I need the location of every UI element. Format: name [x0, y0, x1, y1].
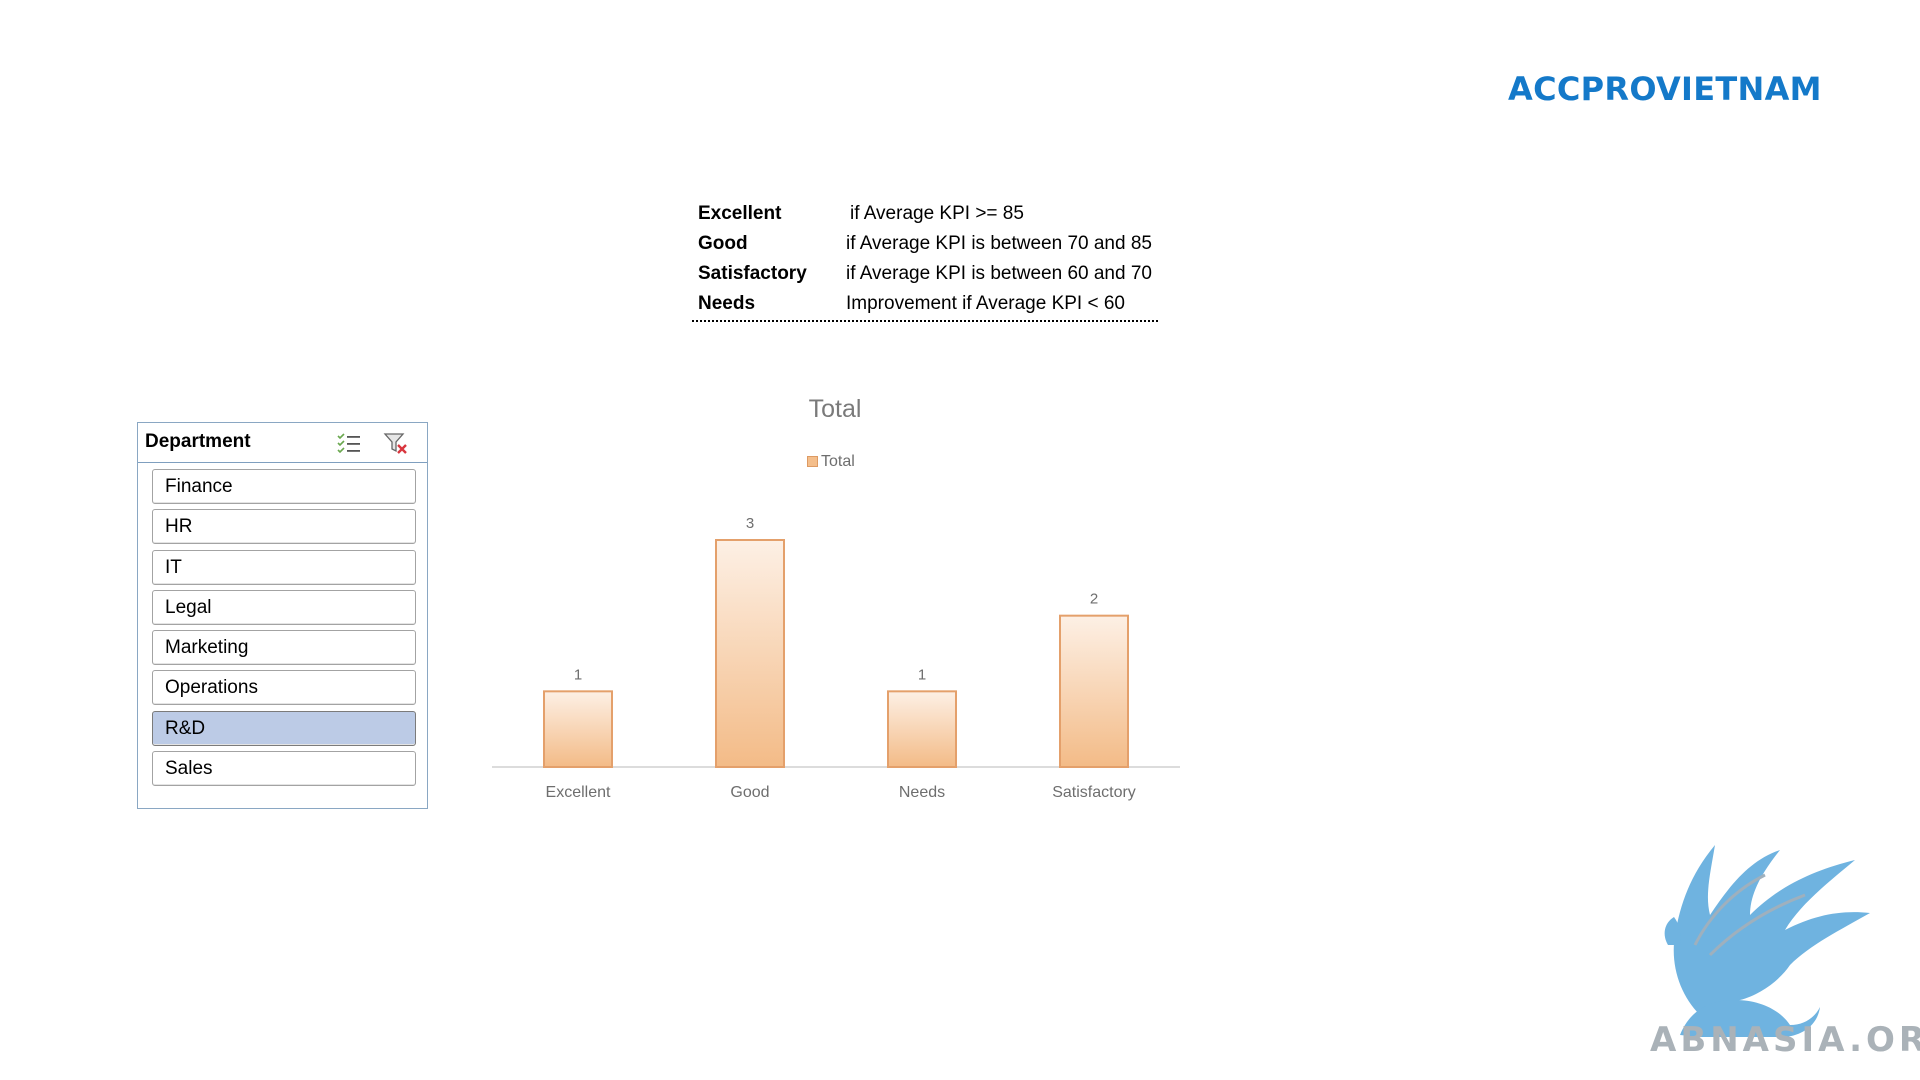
slicer-header: Department — [138, 423, 427, 463]
department-slicer[interactable]: Department Finance HR IT Legal Marketing… — [137, 422, 428, 809]
slicer-item-rnd[interactable]: R&D — [152, 710, 416, 746]
x-tick-label: Excellent — [546, 784, 611, 801]
rules-underline — [692, 320, 1158, 322]
rule-description: if Average KPI is between 60 and 70 — [846, 263, 1152, 284]
brand-title: ACCPROVIETNAM — [1508, 70, 1822, 108]
slicer-item-sales[interactable]: Sales — [152, 751, 416, 787]
bar-satisfactory — [1059, 614, 1129, 768]
rule-term: Satisfactory — [698, 263, 807, 284]
slicer-item-operations[interactable]: Operations — [152, 670, 416, 706]
bar-good — [715, 539, 785, 768]
clear-filter-icon[interactable] — [383, 430, 411, 458]
legend-label: Total — [821, 453, 855, 470]
slicer-title: Department — [145, 431, 251, 452]
chart-legend: Total — [807, 453, 855, 471]
slicer-item-legal[interactable]: Legal — [152, 589, 416, 625]
x-tick-label: Needs — [899, 784, 945, 801]
rule-row-needs: Needs Improvement if Average KPI < 60 — [692, 293, 1158, 323]
data-label: 1 — [918, 666, 926, 683]
rule-term: Excellent — [698, 203, 782, 224]
legend-swatch — [807, 456, 818, 467]
slicer-item-hr[interactable]: HR — [152, 509, 416, 545]
x-tick-label: Good — [730, 784, 769, 801]
rule-row-good: Good if Average KPI is between 70 and 85 — [692, 233, 1158, 263]
data-label: 1 — [574, 666, 582, 683]
bar-excellent — [543, 690, 613, 769]
rule-description: if Average KPI is between 70 and 85 — [846, 233, 1152, 254]
rule-row-excellent: Excellent if Average KPI >= 85 — [692, 203, 1158, 233]
kpi-chart: Total Total 1 Excellent 3 Good 1 Needs 2 Satisf… — [480, 385, 1190, 815]
slicer-item-it[interactable]: IT — [152, 549, 416, 585]
rule-row-satisfactory: Satisfactory if Average KPI is between 6… — [692, 263, 1158, 293]
rule-description: Improvement if Average KPI < 60 — [846, 293, 1125, 314]
data-label: 2 — [1090, 591, 1098, 608]
logo-text: ABNASIA.ORG — [1650, 1020, 1920, 1060]
kpi-rules: Excellent if Average KPI >= 85 Good if A… — [692, 203, 1158, 323]
bar-needs — [887, 690, 957, 769]
chart-plot: 1 Excellent 3 Good 1 Needs 2 Satisfactory — [492, 515, 1180, 801]
rule-description: if Average KPI >= 85 — [850, 203, 1024, 224]
slicer-item-marketing[interactable]: Marketing — [152, 630, 416, 666]
x-tick-label: Satisfactory — [1052, 784, 1136, 801]
data-label: 3 — [746, 515, 754, 532]
slicer-items: Finance HR IT Legal Marketing Operations… — [152, 469, 416, 791]
griffin-logo-icon — [1664, 845, 1870, 1037]
multi-select-icon[interactable] — [335, 430, 363, 458]
rule-term: Needs — [698, 293, 756, 314]
rule-term: Good — [698, 233, 748, 254]
slicer-item-finance[interactable]: Finance — [152, 469, 416, 504]
chart-title: Total — [808, 395, 862, 423]
